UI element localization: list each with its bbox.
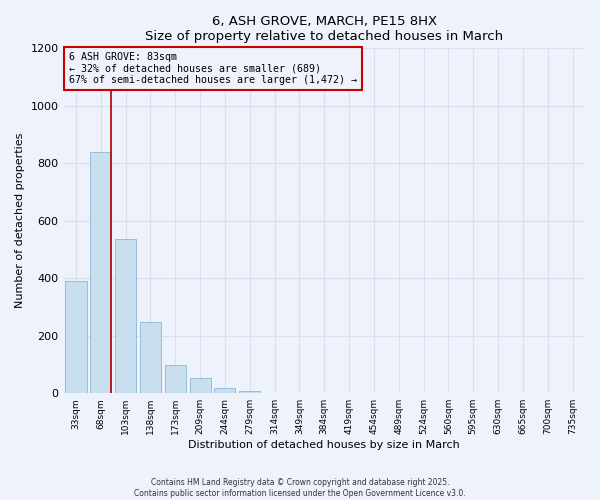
Bar [140,322,161,393]
Bar [190,378,211,393]
Bar [65,281,86,393]
Y-axis label: Number of detached properties: Number of detached properties [15,133,25,308]
Bar [90,152,112,393]
Bar [165,365,186,393]
X-axis label: Distribution of detached houses by size in March: Distribution of detached houses by size … [188,440,460,450]
Bar [214,388,235,393]
Text: Contains HM Land Registry data © Crown copyright and database right 2025.
Contai: Contains HM Land Registry data © Crown c… [134,478,466,498]
Bar [264,392,285,393]
Text: 6 ASH GROVE: 83sqm
← 32% of detached houses are smaller (689)
67% of semi-detach: 6 ASH GROVE: 83sqm ← 32% of detached hou… [69,52,357,85]
Title: 6, ASH GROVE, MARCH, PE15 8HX
Size of property relative to detached houses in Ma: 6, ASH GROVE, MARCH, PE15 8HX Size of pr… [145,15,503,43]
Bar [239,391,260,393]
Bar [115,240,136,393]
